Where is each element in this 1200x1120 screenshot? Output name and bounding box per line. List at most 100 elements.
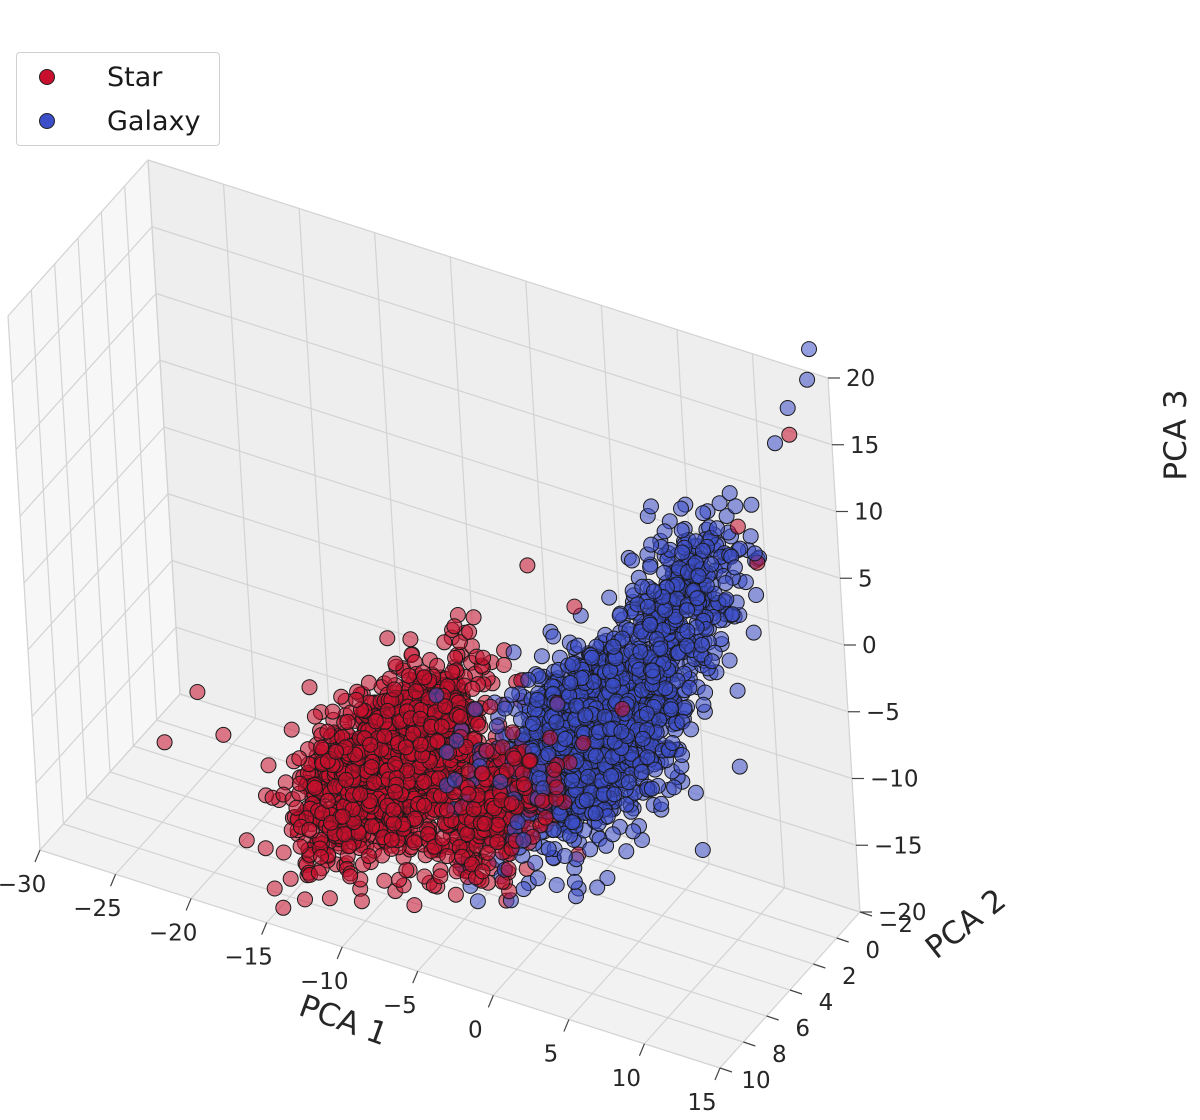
y-grid-floor — [39, 849, 721, 1069]
z-tick-label: −15 — [874, 833, 923, 859]
point-star — [379, 630, 396, 647]
point-galaxy — [711, 495, 728, 512]
point-star — [313, 739, 330, 756]
point-galaxy — [717, 575, 734, 592]
point-galaxy — [568, 888, 584, 905]
point-galaxy — [605, 638, 622, 655]
point-star — [503, 795, 520, 812]
y-tick-label: 10 — [741, 1068, 770, 1094]
point-galaxy — [799, 371, 816, 388]
point-galaxy — [678, 637, 695, 654]
point-galaxy — [664, 735, 681, 751]
point-star — [446, 618, 463, 635]
point-galaxy — [540, 746, 557, 762]
x-tick-label: −5 — [383, 993, 417, 1019]
point-star — [379, 702, 396, 719]
point-star — [474, 765, 491, 782]
point-galaxy — [674, 544, 691, 561]
y-tick-mark — [789, 989, 803, 995]
point-galaxy — [492, 773, 509, 790]
legend-item-galaxy: Galaxy — [39, 101, 200, 141]
z-grid-left — [7, 159, 149, 317]
z-tick-label: −10 — [870, 767, 919, 793]
z-grid-back — [147, 159, 829, 379]
point-star — [301, 821, 318, 838]
point-galaxy — [718, 591, 735, 608]
point-galaxy — [556, 848, 573, 864]
point-star — [319, 792, 336, 809]
z-grid-left — [15, 293, 157, 450]
point-star — [238, 832, 255, 849]
x-tick-label: 15 — [687, 1090, 716, 1116]
point-star — [460, 763, 477, 780]
point-star — [288, 799, 305, 816]
x-tick-label: −25 — [73, 896, 122, 922]
point-star — [432, 868, 449, 885]
point-galaxy — [643, 536, 660, 553]
point-galaxy — [693, 636, 710, 653]
point-galaxy — [604, 826, 621, 843]
z-grid-left — [11, 226, 153, 384]
point-galaxy — [709, 520, 725, 537]
point-galaxy — [694, 542, 711, 559]
x-tick-label: −20 — [149, 920, 198, 946]
point-galaxy — [695, 696, 712, 713]
point-galaxy — [557, 730, 574, 747]
x-tick-label: −10 — [300, 969, 349, 995]
point-star — [324, 703, 341, 720]
point-star — [495, 657, 512, 673]
point-star — [260, 757, 277, 774]
point-star — [189, 684, 206, 700]
point-galaxy — [729, 682, 746, 699]
point-star — [489, 816, 506, 833]
y-tick-mark — [836, 937, 849, 943]
z-grid-back — [155, 292, 837, 513]
x-tick-label: −15 — [224, 945, 273, 971]
point-star — [489, 834, 506, 850]
point-star — [398, 862, 415, 879]
y-tick-label: 6 — [795, 1016, 810, 1042]
point-galaxy — [599, 870, 616, 886]
point-galaxy — [644, 662, 661, 679]
point-star — [301, 679, 318, 696]
point-star — [387, 655, 404, 672]
point-star — [291, 750, 308, 767]
y-tick-label: 2 — [842, 964, 857, 990]
point-star — [464, 680, 481, 697]
point-galaxy — [657, 602, 674, 619]
point-galaxy — [656, 564, 673, 581]
point-star — [500, 861, 517, 877]
point-galaxy — [742, 528, 759, 545]
point-galaxy — [643, 780, 660, 797]
x-tick-mark — [638, 1043, 645, 1057]
point-galaxy — [446, 772, 463, 788]
point-star — [215, 726, 232, 743]
point-galaxy — [674, 747, 690, 763]
point-galaxy — [642, 616, 659, 633]
point-galaxy — [639, 749, 656, 766]
z-tick-label: 0 — [862, 633, 877, 659]
point-star — [452, 708, 469, 725]
point-galaxy — [533, 648, 550, 665]
legend-marker-star — [39, 69, 55, 85]
point-star — [402, 631, 419, 648]
point-star — [363, 759, 380, 776]
point-galaxy — [540, 841, 557, 857]
point-star — [336, 826, 353, 842]
point-star — [348, 691, 365, 708]
point-galaxy — [605, 677, 622, 694]
point-galaxy — [695, 505, 712, 522]
z-grid-left — [31, 560, 173, 717]
point-galaxy — [564, 656, 581, 672]
point-galaxy — [673, 522, 690, 539]
z-tick-label: −5 — [866, 700, 900, 726]
point-star — [429, 733, 446, 750]
point-star — [364, 818, 380, 835]
point-galaxy — [639, 598, 656, 615]
x-tick-mark — [185, 898, 192, 911]
point-star — [334, 808, 351, 825]
point-star — [292, 838, 309, 855]
point-star — [416, 797, 433, 814]
y-tick-label: 8 — [772, 1042, 787, 1068]
point-galaxy — [724, 606, 741, 623]
